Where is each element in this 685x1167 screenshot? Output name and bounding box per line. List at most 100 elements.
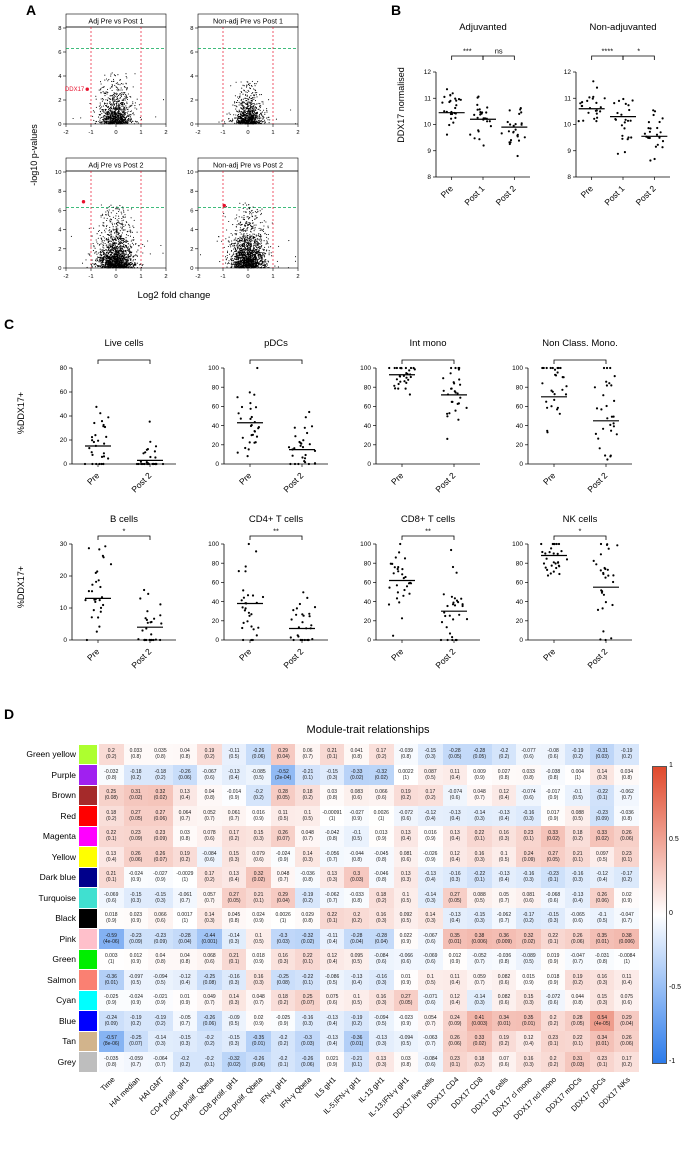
volcano-title: Adj Pre vs Post 1 [88,17,143,26]
heatmap-row-cells: 0.003 (1) 0.012 (0.9) 0.04 (0.8) 0.04 (0.8) 0.06… [99,949,640,970]
heatmap-cell: 0.04 (0.8) [148,949,173,970]
heatmap-cell: 0.26 (0.06) [589,887,615,908]
heatmap-cell: 0.11 (0.4) [442,764,468,785]
significance-label: **** [601,47,613,56]
heatmap-row: Magenta 0.22 (0.1) 0.23 (0.09) 0.23 (0.09) 0.03… [0,826,685,847]
data-points [441,88,462,136]
heatmap-colorbar [652,766,667,1064]
heatmap-cell: 0.081 (0.6) [516,887,541,908]
y-tick-label: 100 [512,541,523,548]
heatmap-cell: 0.2 (0.2) [344,908,370,929]
heatmap-cell: 0.14 (0.3) [589,764,615,785]
data-points [442,366,468,440]
module-row-label: Grey [57,1056,76,1067]
heatmap-cell: 0.32 (0.02) [246,867,271,888]
y-tick-label: 11 [424,95,431,102]
heatmap-cell: -0.24 (0.09) [99,1010,124,1031]
heatmap-cell: 0.01 (0.9) [172,990,198,1011]
heatmap-cell: 0.068 (0.6) [197,949,222,970]
x-group-label: Post 2 [281,646,305,670]
heatmap-cell: 0.27 (0.05) [393,990,419,1011]
x-tick-label: -1 [88,274,93,280]
heatmap-cell: -0.033 (0.8) [344,887,370,908]
heatmap-cell: 0.052 (0.7) [197,805,222,826]
significance-bracket [249,359,303,364]
heatmap-cell: 0.15 (0.3) [246,826,271,847]
significance-label: * [579,527,582,536]
ddx17-highlight-point [81,200,86,204]
heatmap-cell: 0.11 (0.5) [270,805,296,826]
trait-column-label: Time [98,1075,117,1093]
heatmap-cell: -0.056 (0.7) [319,846,345,867]
heatmap-cell: -0.3 (0.03) [295,1031,320,1052]
heatmap-cell: 0.13 (0.3) [369,1051,394,1072]
dot-plot: Adjuvanted 8 9 10 11 12 Pre Post 1 Post 2 *** ns [424,22,530,207]
heatmap-cell: -0.072 (0.6) [393,805,419,826]
y-tick-label: 10 [55,170,61,176]
heatmap-cell: -0.59 (4e-06) [99,928,124,949]
y-tick-label: 30 [60,541,68,548]
module-row-label: Green yellow [26,749,76,760]
data-points [137,588,163,642]
module-color-swatch [79,929,97,949]
heatmap-cell: 0.18 (0.2) [295,785,320,806]
heatmap-cell: -0.063 (0.7) [418,1031,443,1052]
heatmap-cell: 0.2 (0.2) [540,1010,566,1031]
significance-bracket [622,55,655,60]
y-tick-label: 80 [60,365,68,372]
y-tick-label: 20 [60,437,68,444]
heatmap-cell: 0.15 (0.3) [589,990,615,1011]
heatmap-cell: 0.075 (0.6) [614,990,640,1011]
heatmap-cell: -0.084 (0.6) [418,1051,443,1072]
heatmap-cell: -0.059 (0.7) [123,1051,149,1072]
heatmap-cell: -0.2 (0.2) [491,744,517,765]
heatmap-cell: -0.047 (0.7) [614,908,640,929]
heatmap-cell: -0.017 (0.9) [540,785,566,806]
heatmap-cell: 0.048 (0.7) [270,867,296,888]
heatmap-cell: -0.066 (0.6) [393,949,419,970]
dot-plot: Int mono 0 20 40 60 80 100 Pre Post 2 [360,338,480,494]
heatmap-cell: 0.23 (0.1) [442,1051,468,1072]
x-tick-label: -2 [63,130,68,136]
y-tick-label: 60 [364,404,372,411]
colorbar-tick-label: 0.5 [669,836,679,843]
panel-c-row2-y-axis-label: %DDX17+ [16,565,26,609]
heatmap-cell: 0.092 (0.5) [393,908,419,929]
volcano-plot: Adj Pre vs Post 2 -2 -1 0 1 2 0 2 4 6 8 10 [55,157,168,280]
heatmap-cell: 0.33 (0.02) [540,826,566,847]
heatmap-cell: -0.19 (0.2) [565,744,590,765]
heatmap-row-cells: -0.57 (8e-06) -0.25 (0.07) -0.14 (0.3) -0.15 (0… [99,1031,640,1052]
y-tick-label: 80 [364,384,372,391]
y-tick-label: 40 [212,599,220,606]
data-points [236,366,261,458]
y-tick-label: 8 [58,189,61,195]
module-row-label: Purple [51,769,76,780]
y-tick-label: 80 [212,560,220,567]
heatmap-cell: 0.27 (0.05) [442,887,468,908]
dot-plot: pDCs 0 20 40 60 80 100 Pre Post 2 [208,338,328,494]
heatmap-cell: -0.094 (0.5) [148,969,173,990]
heatmap-cell: -0.23 (0.09) [123,928,149,949]
y-tick-label: 12 [564,69,572,76]
panel-a-y-axis-label: -log10 p-values [29,124,39,186]
heatmap-cell: 0.018 (0.9) [540,969,566,990]
heatmap-cell: 0.021 (0.9) [319,1051,345,1072]
data-points [83,405,110,466]
ddx17-point-label: DDX17 [65,87,85,93]
heatmap-cell: -0.021 (0.9) [148,990,173,1011]
heatmap-cell: -0.16 (0.3) [221,969,247,990]
y-tick-label: 40 [364,423,372,430]
heatmap-cell: 0.29 (0.04) [270,887,296,908]
x-tick-label: -2 [195,130,200,136]
module-row-label: Pink [59,933,76,944]
heatmap-cell: -0.22 (0.1) [295,969,320,990]
heatmap-cell: 0.0026 (1) [270,908,296,929]
heatmap-cell: -0.52 (2e-04) [270,764,296,785]
heatmap-cell: 0.04 (0.8) [197,785,222,806]
heatmap-cell: -0.068 (0.6) [540,887,566,908]
heatmap-cell: 0.18 (0.2) [270,990,296,1011]
heatmap-cell: -0.089 (0.5) [516,949,541,970]
heatmap-cell: 0.19 (0.2) [172,846,198,867]
volcano-title: Non-adj Pre vs Post 1 [213,17,283,26]
heatmap-cell: 0.22 (0.1) [565,1031,590,1052]
